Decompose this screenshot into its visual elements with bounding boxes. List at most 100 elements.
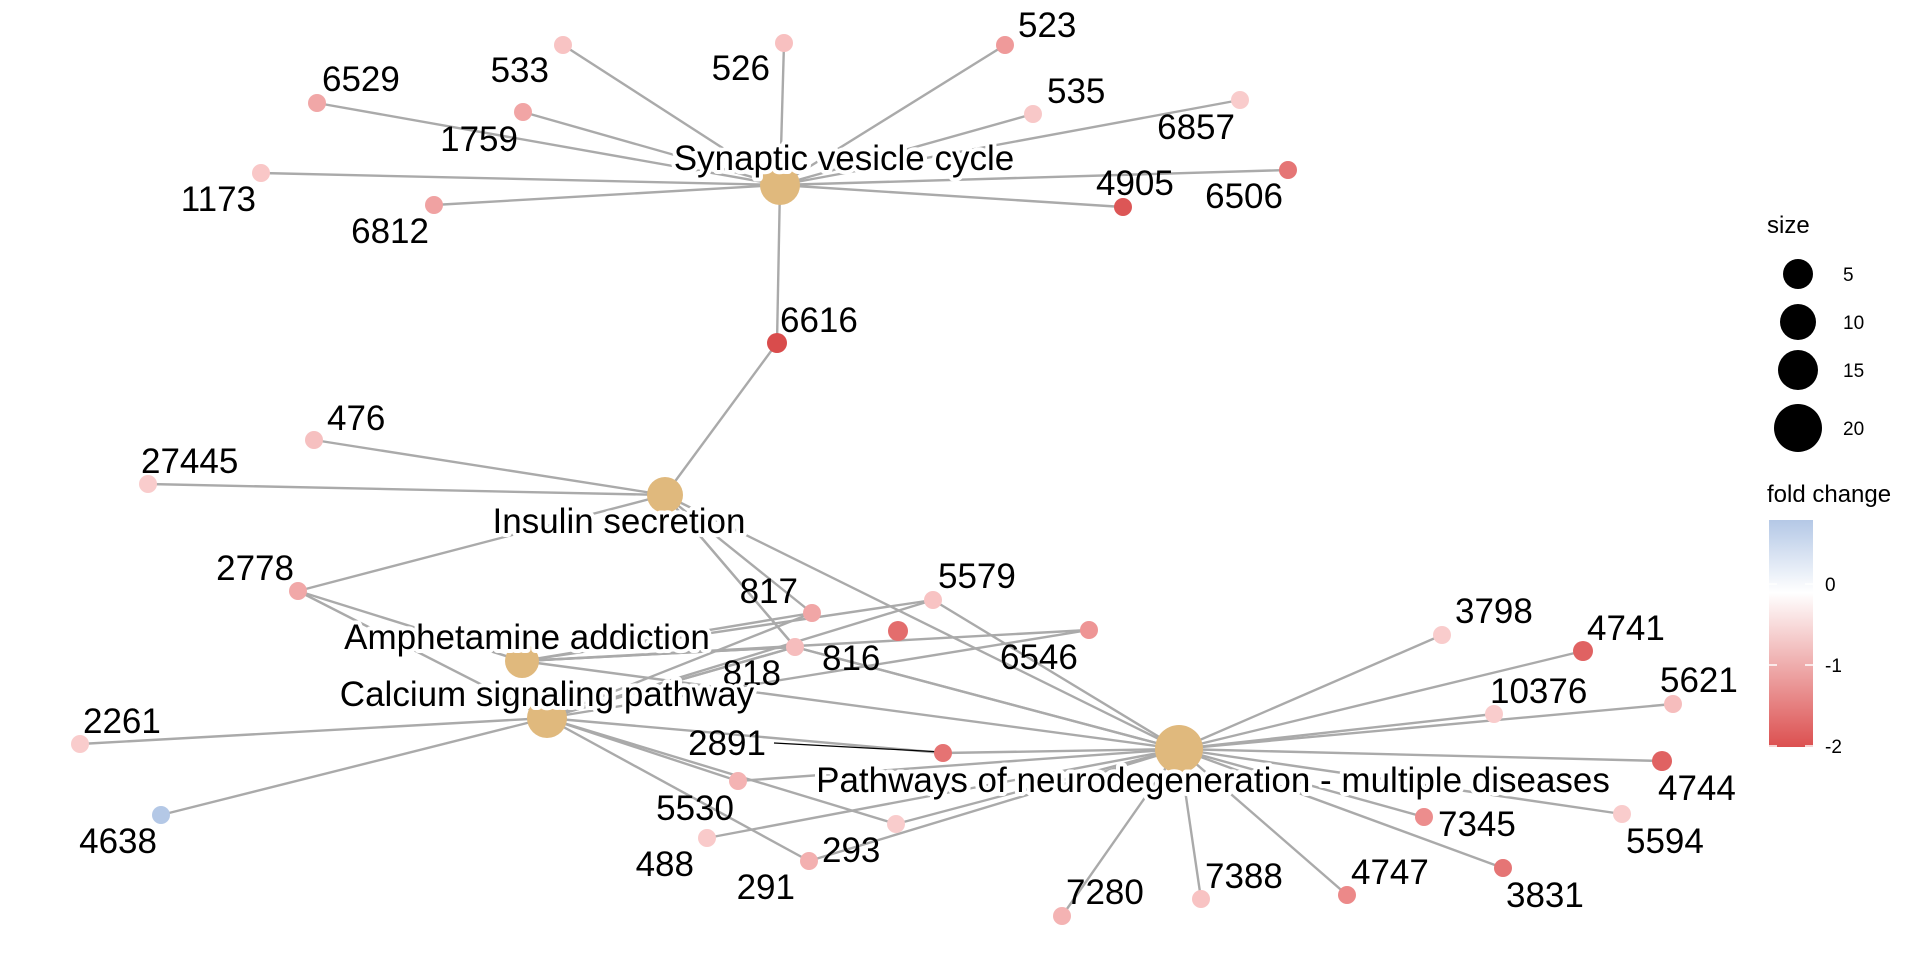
- gene-node-3831: [1494, 859, 1512, 877]
- edge-neu-818: [794, 645, 1180, 751]
- edge-ins-818: [664, 494, 796, 648]
- gene-label-7345: 7345: [1438, 805, 1516, 844]
- gene-label-3798: 3798: [1455, 592, 1533, 631]
- pathway-node-amp: [505, 644, 539, 678]
- gene-label-6616: 6616: [780, 301, 858, 340]
- gene-label-526: 526: [712, 49, 770, 88]
- gene-label-6812: 6812: [351, 212, 429, 251]
- gene-label-1173: 1173: [181, 180, 256, 219]
- gene-label-523: 523: [1018, 6, 1076, 45]
- edge-neu-7388: [1177, 748, 1203, 900]
- gene-label-5621: 5621: [1660, 661, 1738, 700]
- gene-node-818: [794, 646, 796, 648]
- gene-node-4638: [152, 806, 170, 824]
- edge-neu-4744: [1178, 747, 1663, 763]
- edge-amp-neu: [521, 659, 1180, 751]
- gene-node-523: [996, 36, 1014, 54]
- labels-layer: 533 526 523 6529 1759 535 6857 1173 6812 4905 6506…: [79, 6, 1738, 915]
- edge-ins-817: [664, 494, 813, 614]
- gene-node-4905: [1114, 198, 1132, 216]
- edge-svc-6812: [433, 183, 781, 207]
- gene-node-1759: [514, 103, 532, 121]
- size-legend-title: size: [1767, 212, 1810, 239]
- gene-node-27445: [139, 475, 157, 493]
- gene-node-291: [800, 852, 818, 870]
- edge-ins-2778: [297, 493, 666, 593]
- pathway-label-svc: Synaptic vesicle cycle: [674, 139, 1014, 178]
- gene-label-5530: 5530: [656, 789, 734, 828]
- edge-cal-291: [546, 716, 810, 863]
- color-legend-bar: [1769, 520, 1813, 747]
- pathway-node-svc: [760, 165, 800, 205]
- pathway-node-neu: [1155, 725, 1203, 773]
- gene-node-2778: [289, 582, 307, 600]
- edge-svc-535: [779, 112, 1034, 187]
- edge-cal-2778: [297, 589, 548, 720]
- gene-node-6506: [1279, 161, 1297, 179]
- gene-node-6857: [1231, 91, 1249, 109]
- edge-ins-27445: [147, 482, 666, 497]
- size-key-15: [1778, 350, 1818, 390]
- gene-label-1759: 1759: [440, 120, 518, 159]
- gene-label-7388: 7388: [1205, 857, 1283, 896]
- gene-node-4744: [1652, 751, 1672, 771]
- gene-label-476: 476: [327, 399, 385, 438]
- gene-node-7388: [1192, 890, 1210, 908]
- gene-label-4747: 4747: [1351, 853, 1429, 892]
- gene-node-5530: [729, 772, 747, 790]
- gene-node-2261: [71, 735, 89, 753]
- gene-node-817: [803, 604, 821, 622]
- pathway-label-cal: Calcium signaling pathway: [340, 675, 755, 714]
- gene-node-g889: [1080, 621, 1098, 639]
- gene-label-6529: 6529: [322, 60, 400, 99]
- gene-node-5594: [1613, 805, 1631, 823]
- gene-node-488: [698, 829, 716, 847]
- edge-ins-476: [313, 438, 666, 497]
- gene-node-3798: [1433, 626, 1451, 644]
- gene-label-4744: 4744: [1658, 769, 1736, 808]
- gene-node-10376: [1485, 705, 1503, 723]
- gene-node-533: [554, 36, 572, 54]
- color-tick-0: 0: [1825, 575, 1836, 596]
- edge-cal-5579: [546, 598, 934, 720]
- edge-amp-g889: [521, 628, 1090, 663]
- gene-node-2891: [934, 744, 952, 762]
- edge-amp-2778: [297, 589, 523, 663]
- gene-label-291: 291: [737, 868, 795, 907]
- gene-label-6506: 6506: [1205, 177, 1283, 216]
- gene-node-526: [775, 34, 793, 52]
- gene-node-7280: [1053, 907, 1071, 925]
- edge-neu-3798: [1178, 633, 1443, 751]
- gene-node-1173: [252, 164, 270, 182]
- gene-2891-leader: [773, 742, 943, 753]
- edge-neu-2891: [942, 747, 1180, 755]
- pathway-label-ins: Insulin secretion: [493, 502, 746, 541]
- gene-label-818: 818: [723, 654, 781, 693]
- gene-node-4741: [1573, 641, 1593, 661]
- gene-node-4747: [1338, 886, 1356, 904]
- edge-neu-291: [808, 747, 1180, 863]
- pathway-label-amp: Amphetamine addiction: [344, 618, 710, 657]
- edge-neu-3831: [1178, 747, 1504, 870]
- edge-neu-5579: [932, 598, 1180, 751]
- edge-svc-1173: [260, 171, 781, 187]
- edge-svc-523: [779, 43, 1006, 187]
- edge-cal-818: [546, 645, 796, 720]
- gene-node-6529: [308, 94, 326, 112]
- size-key-label-5: 5: [1843, 265, 1854, 286]
- gene-label-817: 817: [740, 572, 798, 611]
- gene-label-816: 816: [822, 639, 880, 678]
- gene-label-5579: 5579: [938, 557, 1016, 596]
- legend: size 5 10 15 20 fold change 0 -1 -2: [1767, 212, 1891, 758]
- edge-neu-4747: [1178, 748, 1348, 896]
- edge-neu-ins: [664, 493, 1180, 751]
- edge-neu-5621: [1178, 702, 1674, 751]
- gene-node-5621: [1664, 695, 1682, 713]
- gene-node-6616: [767, 333, 787, 353]
- gene-node-6812: [425, 196, 443, 214]
- edge-ins-6616: [664, 342, 778, 496]
- gene-node-7345: [1415, 808, 1433, 826]
- gene-label-4905: 4905: [1096, 164, 1174, 203]
